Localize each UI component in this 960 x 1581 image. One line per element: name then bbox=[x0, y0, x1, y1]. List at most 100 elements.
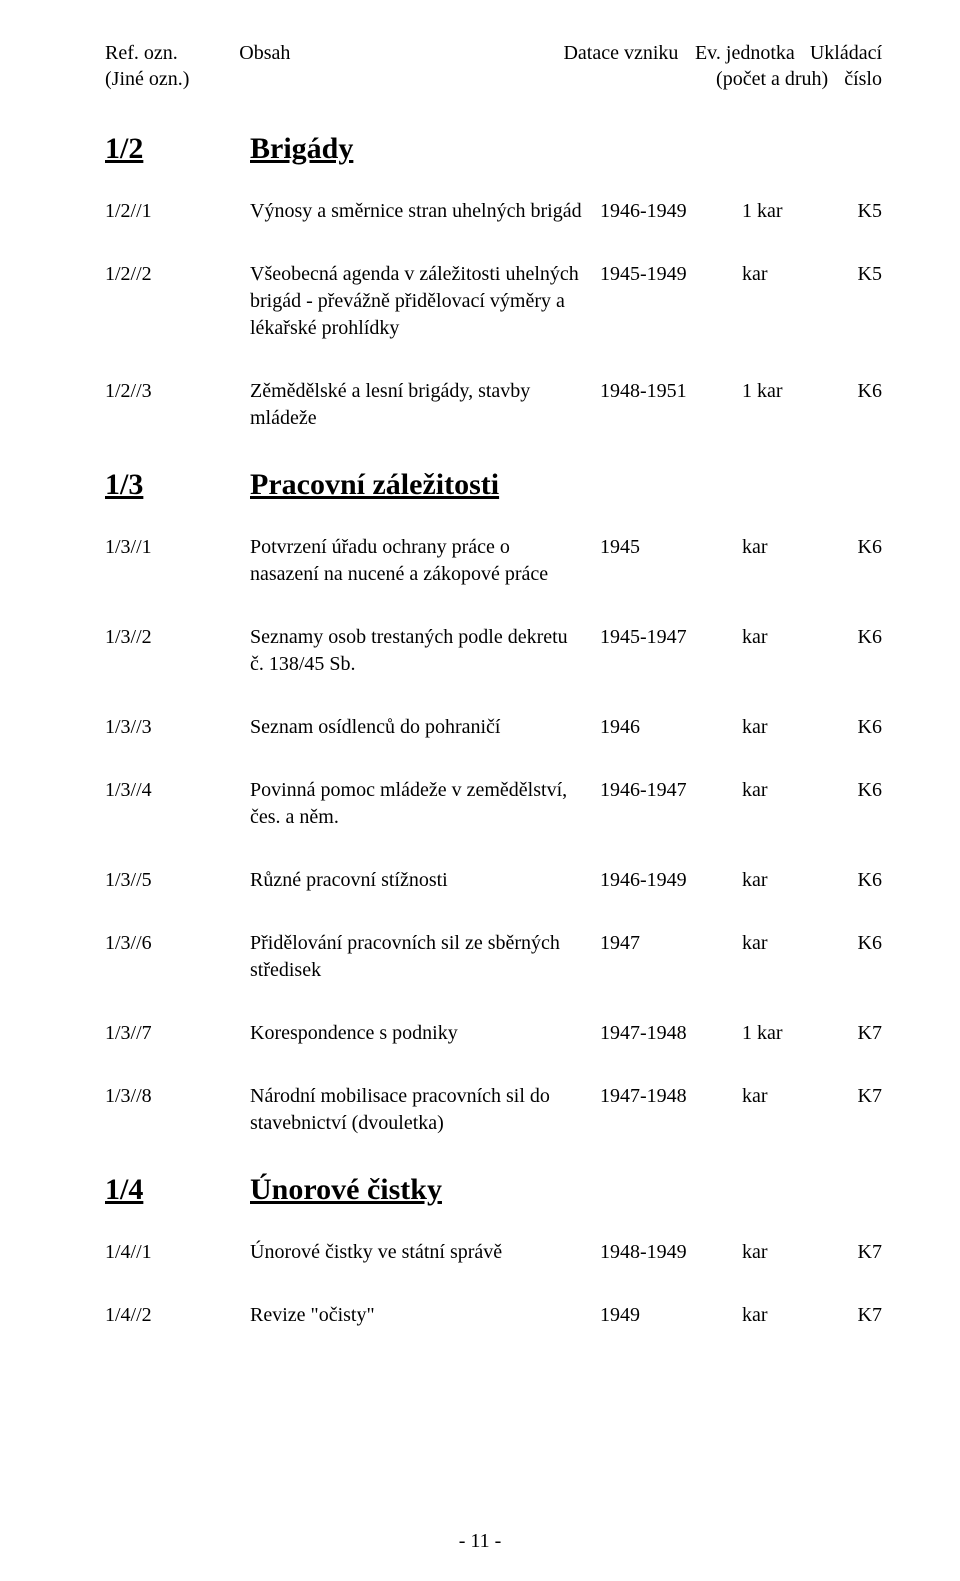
table-row: 1/3//8 Národní mobilisace pracovních sil… bbox=[105, 1083, 882, 1137]
header-datace: Datace vzniku bbox=[563, 40, 695, 66]
entry-date: 1945-1949 bbox=[600, 261, 742, 288]
entry-ukl: K6 bbox=[832, 624, 882, 651]
entry-ev: kar bbox=[742, 1302, 832, 1329]
entry-content: Seznamy osob trestaných podle dekretu č.… bbox=[250, 624, 600, 678]
table-row: 1/4//1 Únorové čistky ve státní správě 1… bbox=[105, 1239, 882, 1266]
table-row: 1/3//3 Seznam osídlenců do pohraničí 194… bbox=[105, 714, 882, 741]
entry-ref: 1/3//8 bbox=[105, 1083, 250, 1110]
header-ev: Ev. jednotka bbox=[695, 40, 810, 66]
entry-date: 1947-1948 bbox=[600, 1083, 742, 1110]
entry-ref: 1/2//3 bbox=[105, 378, 250, 405]
entry-ref: 1/2//2 bbox=[105, 261, 250, 288]
entry-content: Zěmědělské a lesní brigády, stavby mláde… bbox=[250, 378, 600, 432]
entry-date: 1945-1947 bbox=[600, 624, 742, 651]
entry-date: 1949 bbox=[600, 1302, 742, 1329]
entry-content: Seznam osídlenců do pohraničí bbox=[250, 714, 600, 741]
header-ref2: (Jiné ozn.) bbox=[105, 66, 246, 92]
table-row: 1/3//5 Různé pracovní stížnosti 1946-194… bbox=[105, 867, 882, 894]
table-row: 1/3//1 Potvrzení úřadu ochrany práce o n… bbox=[105, 534, 882, 588]
section-ref: 1/3 bbox=[105, 468, 250, 502]
entry-ev: kar bbox=[742, 624, 832, 651]
section-title: Brigády bbox=[250, 132, 353, 166]
entry-ukl: K6 bbox=[832, 714, 882, 741]
entry-ukl: K7 bbox=[832, 1083, 882, 1110]
entry-content: Různé pracovní stížnosti bbox=[250, 867, 600, 894]
entry-ref: 1/3//2 bbox=[105, 624, 250, 651]
entry-ukl: K6 bbox=[832, 534, 882, 561]
section-heading-unorove: 1/4 Únorové čistky bbox=[105, 1173, 882, 1207]
entry-ukl: K6 bbox=[832, 777, 882, 804]
entry-content: Národní mobilisace pracovních sil do sta… bbox=[250, 1083, 600, 1137]
entry-ref: 1/2//1 bbox=[105, 198, 250, 225]
page: Ref. ozn. Obsah Datace vzniku Ev. jednot… bbox=[0, 0, 960, 1581]
entry-content: Povinná pomoc mládeže v zemědělství, čes… bbox=[250, 777, 600, 831]
section-ref: 1/2 bbox=[105, 132, 250, 166]
entry-content: Všeobecná agenda v záležitosti uhelných … bbox=[250, 261, 600, 342]
header-spacer bbox=[246, 66, 586, 92]
entry-ukl: K7 bbox=[832, 1302, 882, 1329]
section-heading-pracovni: 1/3 Pracovní záležitosti bbox=[105, 468, 882, 502]
entry-ukl: K7 bbox=[832, 1239, 882, 1266]
entry-date: 1946-1947 bbox=[600, 777, 742, 804]
section-title: Únorové čistky bbox=[250, 1173, 442, 1207]
entry-ukl: K6 bbox=[832, 930, 882, 957]
entry-date: 1946-1949 bbox=[600, 198, 742, 225]
entry-ref: 1/3//7 bbox=[105, 1020, 250, 1047]
table-row: 1/2//2 Všeobecná agenda v záležitosti uh… bbox=[105, 261, 882, 342]
entry-date: 1945 bbox=[600, 534, 742, 561]
entry-date: 1947 bbox=[600, 930, 742, 957]
entry-ev: kar bbox=[742, 1239, 832, 1266]
header-ref: Ref. ozn. bbox=[105, 40, 239, 66]
entry-ev: kar bbox=[742, 1083, 832, 1110]
entry-date: 1948-1951 bbox=[600, 378, 742, 405]
entry-ref: 1/4//1 bbox=[105, 1239, 250, 1266]
header-ukl: Ukládací bbox=[810, 40, 882, 66]
table-row: 1/4//2 Revize "očisty" 1949 kar K7 bbox=[105, 1302, 882, 1329]
page-number: - 11 - bbox=[0, 1530, 960, 1553]
section-ref: 1/4 bbox=[105, 1173, 250, 1207]
entry-ev: kar bbox=[742, 930, 832, 957]
table-row: 1/3//7 Korespondence s podniky 1947-1948… bbox=[105, 1020, 882, 1047]
header-ev2: (počet a druh) bbox=[586, 66, 845, 92]
entry-ev: kar bbox=[742, 777, 832, 804]
entry-ukl: K6 bbox=[832, 867, 882, 894]
entry-date: 1948-1949 bbox=[600, 1239, 742, 1266]
entry-content: Korespondence s podniky bbox=[250, 1020, 600, 1047]
header-ukl2: číslo bbox=[844, 66, 882, 92]
header-obsah: Obsah bbox=[239, 40, 563, 66]
table-row: 1/3//6 Přidělování pracovních sil ze sbě… bbox=[105, 930, 882, 984]
entry-ukl: K5 bbox=[832, 261, 882, 288]
entry-ref: 1/3//5 bbox=[105, 867, 250, 894]
entry-ref: 1/3//1 bbox=[105, 534, 250, 561]
entry-ev: kar bbox=[742, 534, 832, 561]
entry-date: 1947-1948 bbox=[600, 1020, 742, 1047]
section-title: Pracovní záležitosti bbox=[250, 468, 499, 502]
entry-content: Únorové čistky ve státní správě bbox=[250, 1239, 600, 1266]
entry-ev: kar bbox=[742, 714, 832, 741]
entry-ev: kar bbox=[742, 261, 832, 288]
table-row: 1/2//1 Výnosy a směrnice stran uhelných … bbox=[105, 198, 882, 225]
entry-ref: 1/3//4 bbox=[105, 777, 250, 804]
entry-ukl: K7 bbox=[832, 1020, 882, 1047]
table-row: 1/3//4 Povinná pomoc mládeže v zemědělst… bbox=[105, 777, 882, 831]
entry-date: 1946 bbox=[600, 714, 742, 741]
entry-content: Revize "očisty" bbox=[250, 1302, 600, 1329]
entry-ev: 1 kar bbox=[742, 198, 832, 225]
section-heading-brigady: 1/2 Brigády bbox=[105, 132, 882, 166]
table-row: 1/2//3 Zěmědělské a lesní brigády, stavb… bbox=[105, 378, 882, 432]
entry-content: Přidělování pracovních sil ze sběrných s… bbox=[250, 930, 600, 984]
table-header-row1: Ref. ozn. Obsah Datace vzniku Ev. jednot… bbox=[105, 40, 882, 66]
entry-ukl: K6 bbox=[832, 378, 882, 405]
table-header-row2: (Jiné ozn.) (počet a druh) číslo bbox=[105, 66, 882, 92]
table-row: 1/3//2 Seznamy osob trestaných podle dek… bbox=[105, 624, 882, 678]
entry-ev: 1 kar bbox=[742, 1020, 832, 1047]
entry-ref: 1/3//6 bbox=[105, 930, 250, 957]
entry-ukl: K5 bbox=[832, 198, 882, 225]
entry-ev: kar bbox=[742, 867, 832, 894]
entry-ev: 1 kar bbox=[742, 378, 832, 405]
entry-ref: 1/4//2 bbox=[105, 1302, 250, 1329]
entry-date: 1946-1949 bbox=[600, 867, 742, 894]
entry-content: Potvrzení úřadu ochrany práce o nasazení… bbox=[250, 534, 600, 588]
entry-ref: 1/3//3 bbox=[105, 714, 250, 741]
entry-content: Výnosy a směrnice stran uhelných brigád bbox=[250, 198, 600, 225]
